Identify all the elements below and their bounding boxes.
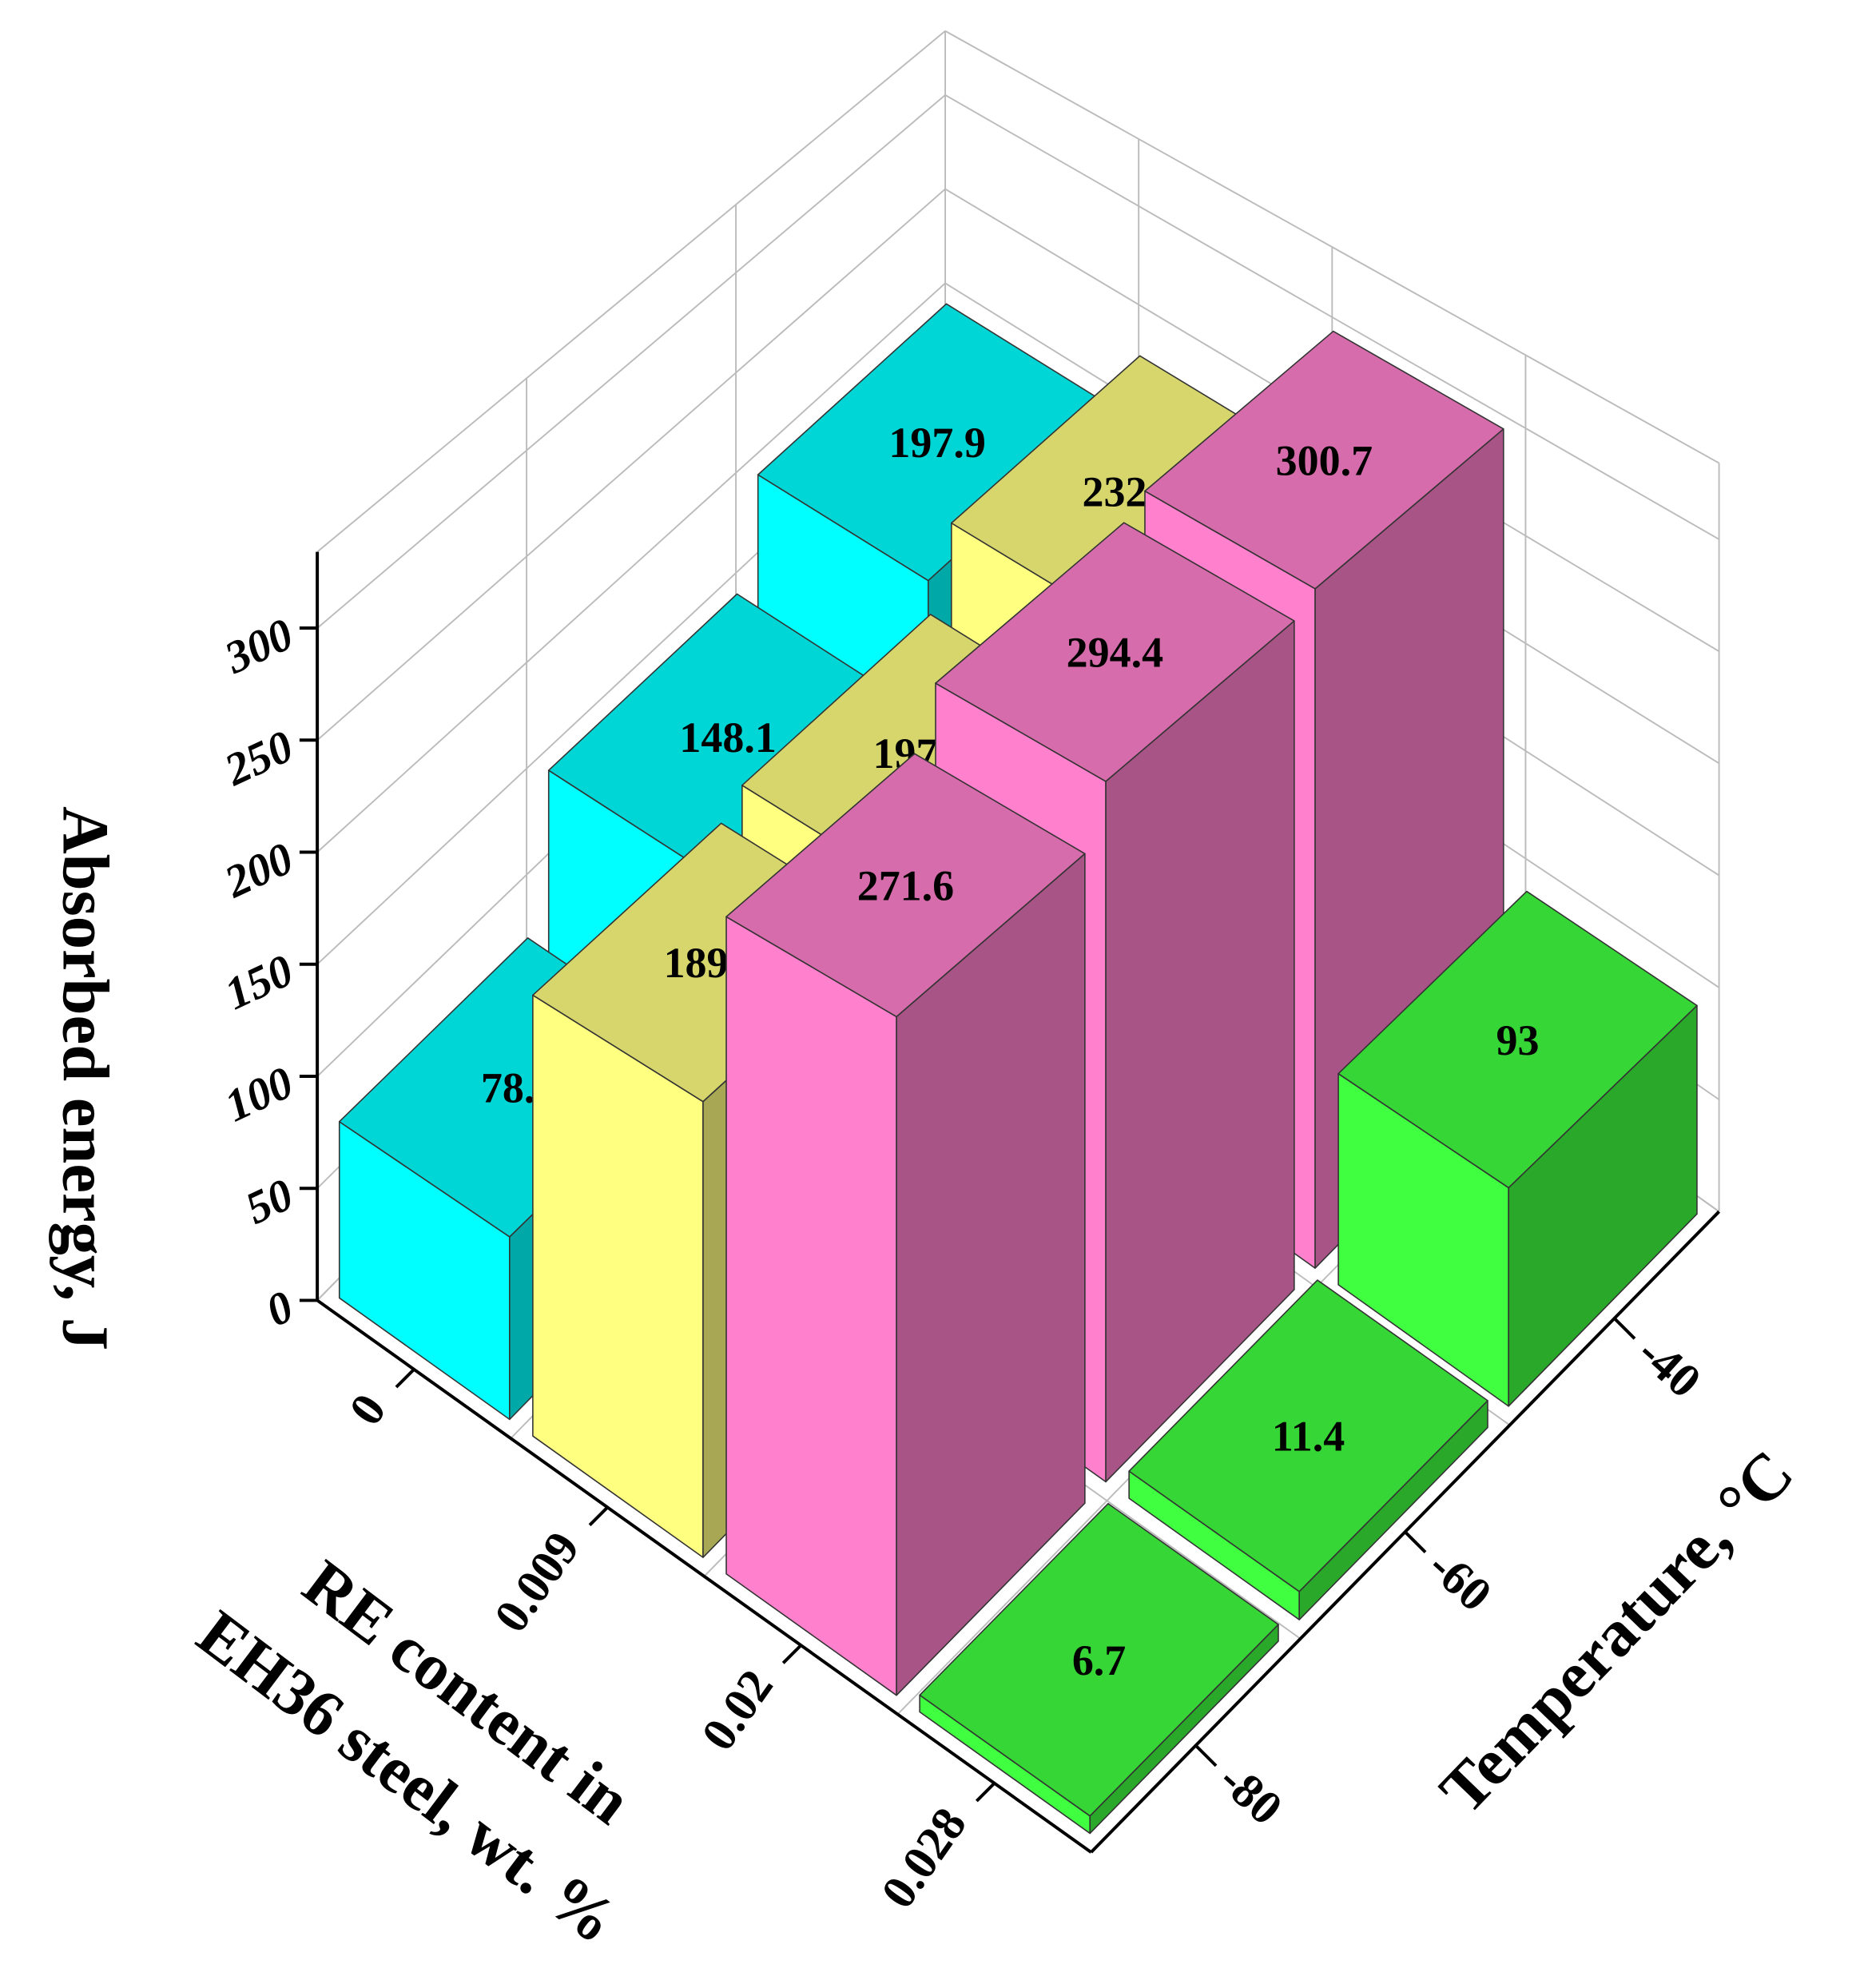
data-label: 294.4 [1067, 629, 1163, 677]
bar-top [1337, 890, 1698, 1189]
y-axis-title: Temperature, °C [1425, 1436, 1807, 1827]
z-tick-label: 100 [217, 1057, 300, 1131]
y-tick-label: -40 [1628, 1326, 1711, 1409]
x-axis-line [316, 1298, 1092, 1854]
z-tick-label: 150 [217, 945, 300, 1020]
wall-edge [944, 30, 1720, 464]
y-tick [1194, 1744, 1218, 1767]
y-tick-label: -80 [1209, 1752, 1293, 1835]
x-tick-label: 0.02 [691, 1660, 783, 1760]
data-label: 148.1 [679, 714, 776, 761]
data-label: 197.9 [888, 419, 985, 467]
data-label: 11.4 [1272, 1413, 1345, 1461]
y-tick [1613, 1317, 1636, 1340]
bar-top [935, 522, 1295, 782]
wall-edge [316, 30, 946, 553]
x-tick-label: 0.028 [871, 1799, 977, 1918]
z-tick-label: 250 [217, 721, 300, 796]
data-label: 271.6 [857, 862, 954, 910]
bar-top [1128, 1279, 1488, 1592]
x-tick [781, 1644, 802, 1664]
z-tick-label: 0 [259, 1282, 301, 1337]
x-tick-label: 0.009 [484, 1522, 590, 1642]
z-tick-label: 50 [238, 1169, 300, 1234]
data-label: 93 [1496, 1016, 1540, 1064]
x-tick [588, 1506, 609, 1527]
x-tick-label: 0 [339, 1385, 396, 1435]
bar-top [1144, 330, 1504, 590]
z-tick-label: 300 [217, 609, 300, 684]
x-tick [975, 1782, 996, 1803]
z-axis-title: Absorbed energy, J [50, 806, 123, 1350]
y-tick [1404, 1530, 1427, 1554]
y-tick-label: -60 [1418, 1539, 1502, 1622]
bar-front [725, 916, 897, 1696]
z-tick-label: 200 [217, 833, 300, 909]
bar-top [919, 1503, 1279, 1817]
data-label: 6.7 [1072, 1636, 1126, 1684]
x-tick [395, 1368, 415, 1389]
data-label: 300.7 [1276, 436, 1373, 484]
bar-top [725, 753, 1086, 1018]
